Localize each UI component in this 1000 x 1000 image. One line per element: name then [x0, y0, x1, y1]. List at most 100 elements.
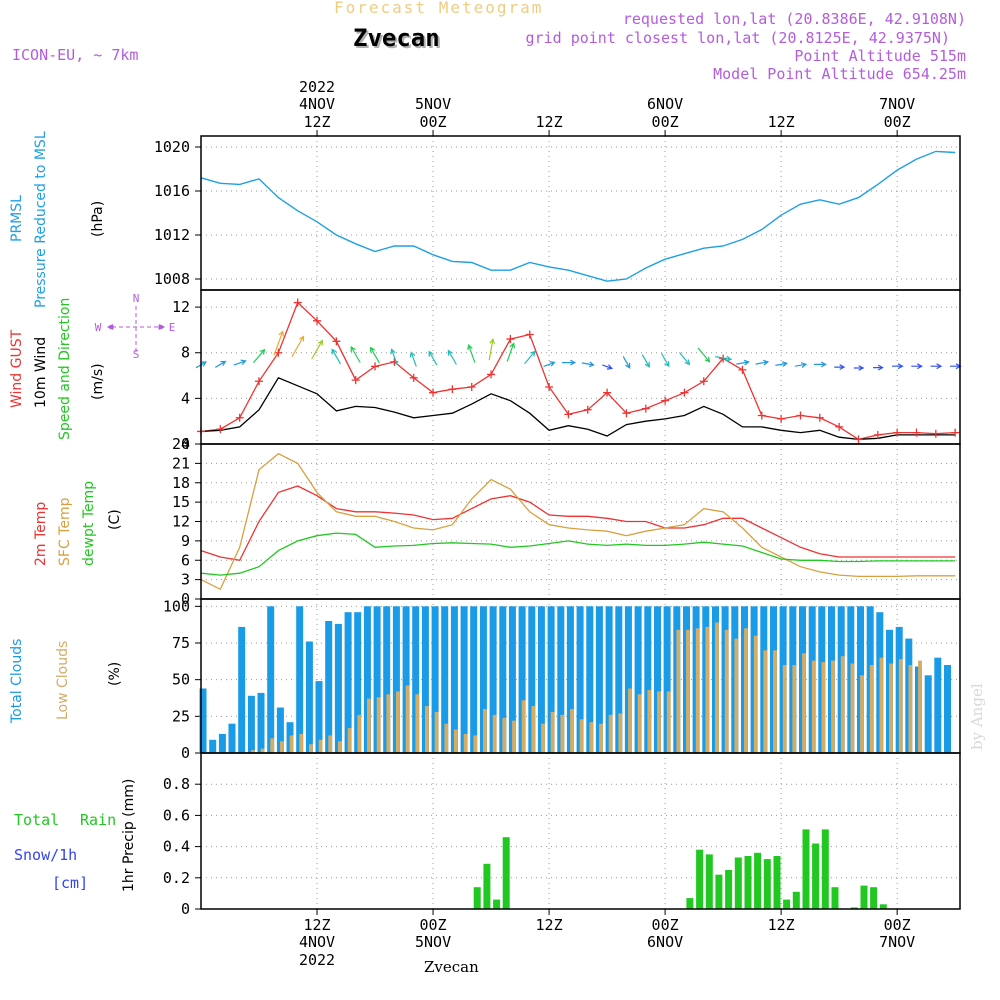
gust-marker	[293, 298, 302, 307]
snow-unit-label: [cm]	[52, 874, 89, 892]
low-cloud-bar	[367, 698, 371, 753]
bottom-time-label: 12Z	[768, 916, 795, 934]
compass-n: N	[133, 292, 140, 305]
low-cloud-bar	[483, 709, 487, 753]
y-tick-label: 0.6	[163, 806, 190, 824]
low-cloud-bar	[599, 723, 603, 753]
total-cloud-bar	[392, 606, 400, 753]
total-cloud-bar	[944, 665, 951, 753]
low-cloud-bar	[260, 748, 265, 753]
gust-marker	[409, 373, 418, 382]
low-cloud-bar	[860, 675, 864, 753]
total-cloud-bar	[595, 606, 603, 753]
wind-direction-arrow	[660, 353, 670, 368]
bottom-time-label: 00Z	[420, 916, 447, 934]
total-cloud-bar	[547, 606, 555, 753]
top-time-label: 12Z	[768, 113, 795, 131]
low-cloud-bar	[686, 629, 690, 753]
wind-direction-arrow	[930, 363, 943, 370]
low-cloud-bar	[550, 711, 555, 753]
wind-direction-arrow	[390, 348, 398, 366]
gust-marker	[603, 388, 612, 397]
low-cloud-bar	[386, 694, 391, 753]
total-cloud-bar	[412, 606, 420, 753]
wind-direction-arrow	[679, 352, 691, 366]
low-cloud-bar	[338, 741, 342, 753]
low-cloud-bar	[889, 663, 893, 753]
location-title: Zvecan	[353, 24, 440, 52]
total-cloud-bar	[296, 606, 304, 753]
model-name: ICON-EU, ~ 7km	[12, 46, 139, 64]
low-cloud-bar	[270, 738, 275, 753]
y-tick-label: 0	[181, 744, 190, 762]
bottom-time-label: 7NOV	[879, 933, 915, 951]
total-cloud-bar	[528, 606, 536, 753]
total-cloud-bar	[663, 606, 671, 753]
gust-marker	[777, 414, 786, 423]
y-tick-label: 12	[172, 298, 190, 316]
y-tick-label: 12	[172, 513, 190, 531]
chart-title: Forecast Meteogram	[334, 0, 544, 17]
gust-marker	[757, 411, 766, 420]
low-cloud-bar	[570, 709, 574, 753]
y-tick-label: 4	[181, 389, 190, 407]
rain-bar	[860, 885, 868, 909]
rain-bar	[812, 843, 820, 909]
gust-marker	[235, 413, 244, 422]
bottom-time-label: 4NOV	[299, 933, 335, 951]
low-cloud-bar	[715, 622, 719, 753]
gust-marker	[313, 316, 322, 325]
top-time-label: 12Z	[536, 113, 563, 131]
wind-direction-arrow	[524, 350, 536, 365]
top-time-label: 5NOV	[415, 95, 451, 113]
rain-bar	[870, 887, 878, 909]
gust-marker	[873, 430, 882, 439]
wind-direction-arrow	[467, 344, 476, 363]
low-cloud-bar	[521, 700, 526, 753]
top-time-label: 12Z	[303, 113, 330, 131]
wind-direction-arrow	[775, 361, 789, 367]
total-cloud-bar	[267, 606, 275, 753]
y-tick-label: 75	[172, 634, 190, 652]
total-cloud-bar	[421, 606, 429, 753]
total-cloud-bar	[344, 612, 352, 753]
total-cloud-bar	[518, 606, 526, 753]
wind-direction-arrow	[873, 364, 884, 371]
total-cloud-bar	[315, 681, 323, 753]
bottom-time-label: 6NOV	[647, 933, 683, 951]
gust-marker	[835, 422, 844, 431]
y-tick-label: 50	[172, 671, 190, 689]
low-cloud-bar	[792, 665, 797, 753]
total-cloud-bar	[615, 606, 623, 753]
low-cloud-bar	[318, 739, 323, 753]
rain-bar	[821, 829, 829, 909]
compass-w: W	[95, 321, 102, 334]
y-tick-label: 100	[163, 597, 190, 615]
top-time-label: 4NOV	[299, 95, 335, 113]
total-cloud-bar	[199, 688, 207, 753]
total-cloud-bar	[460, 606, 468, 753]
wind-direction-arrow	[350, 345, 361, 363]
wind-direction-arrow	[892, 363, 904, 370]
dewpt-line	[200, 532, 956, 576]
low-cloud-bar	[744, 628, 748, 753]
wind-direction-arrow	[291, 335, 305, 357]
low-cloud-bar	[454, 729, 458, 753]
top-time-label: 2022	[299, 78, 335, 96]
low-cloud-bar	[879, 657, 884, 753]
low-cloud-bar	[309, 744, 313, 753]
total-cloud-bar	[373, 606, 381, 753]
total-cloud-bar	[228, 723, 236, 753]
total-cloud-bar	[479, 606, 487, 753]
total-cloud-bar	[499, 606, 507, 753]
y-tick-label: 25	[172, 707, 190, 725]
y-tick-label: 9	[181, 532, 190, 550]
bottom-time-label: 00Z	[884, 916, 911, 934]
total-label: Total	[14, 811, 60, 829]
total-cloud-bar	[576, 606, 584, 753]
low-cloud-bar	[531, 706, 536, 753]
y-tick-label: 15	[172, 493, 190, 511]
wind-direction-arrow	[950, 363, 962, 370]
gust-marker	[951, 428, 960, 437]
gust-marker	[216, 425, 225, 434]
